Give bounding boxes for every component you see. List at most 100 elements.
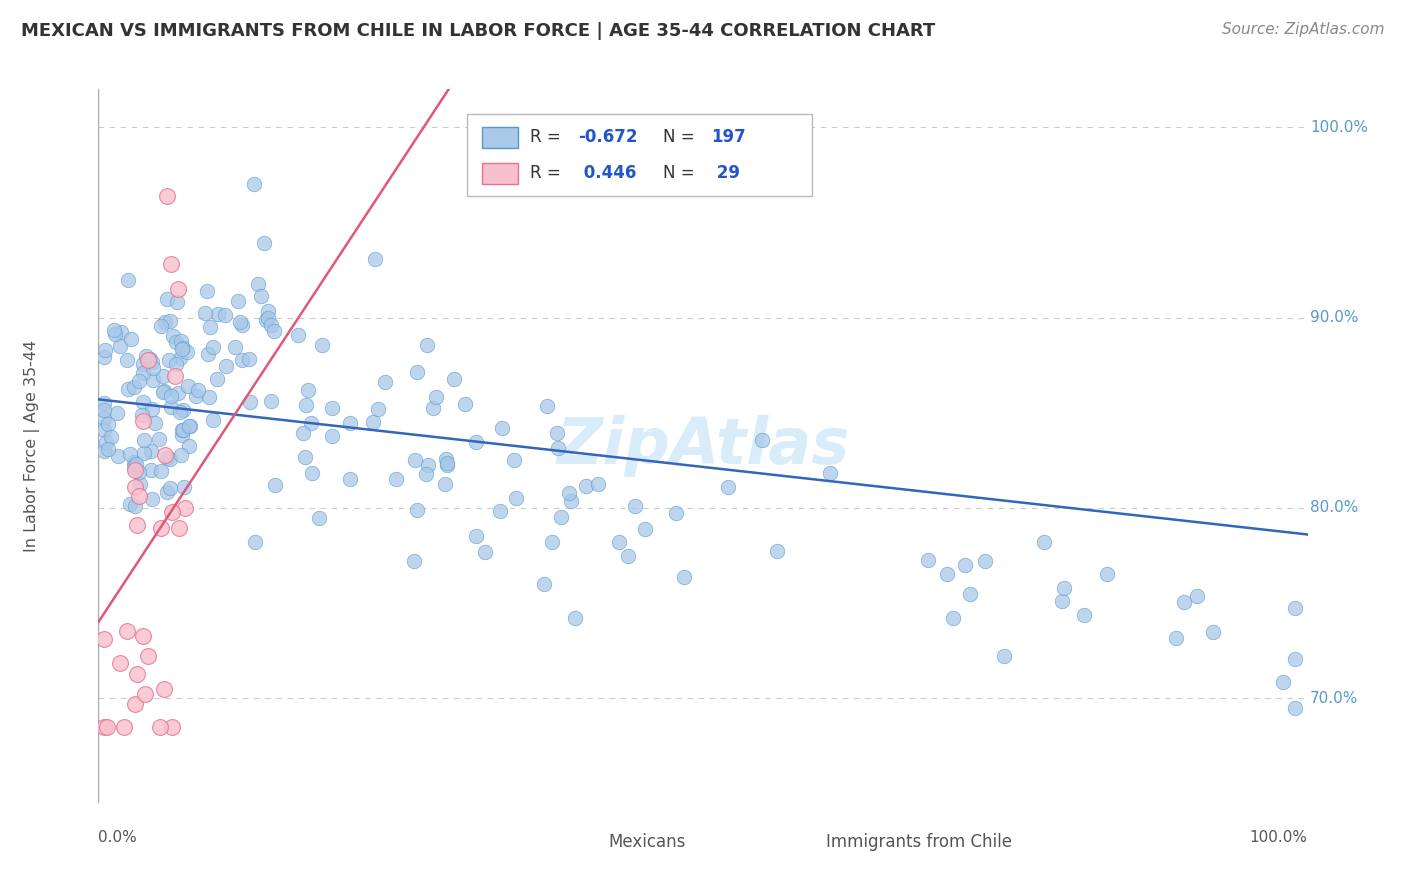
Point xyxy=(107,449,129,463)
Point xyxy=(257,311,280,326)
Point xyxy=(367,401,389,416)
Text: 70.0%: 70.0% xyxy=(1310,690,1358,706)
Point xyxy=(159,314,181,328)
Point xyxy=(150,319,173,334)
Point xyxy=(115,624,138,638)
Text: Immigrants from Chile: Immigrants from Chile xyxy=(827,833,1012,851)
Point xyxy=(173,480,195,494)
Point xyxy=(201,413,224,427)
Point xyxy=(118,497,141,511)
Point xyxy=(297,383,319,397)
Point xyxy=(165,357,187,371)
Point xyxy=(197,284,219,298)
FancyBboxPatch shape xyxy=(558,833,600,855)
Point xyxy=(93,396,115,410)
Point xyxy=(364,252,387,266)
Point xyxy=(607,535,630,549)
Point xyxy=(550,510,572,524)
Point xyxy=(173,501,195,516)
Point xyxy=(150,464,173,478)
Point xyxy=(122,459,145,474)
Point xyxy=(406,503,429,517)
Point xyxy=(224,340,246,354)
Point xyxy=(132,366,155,380)
Point xyxy=(142,373,165,387)
FancyBboxPatch shape xyxy=(482,127,517,148)
Point xyxy=(1032,534,1054,549)
Point xyxy=(131,408,153,422)
FancyBboxPatch shape xyxy=(467,114,811,196)
Point xyxy=(159,258,181,272)
Point xyxy=(474,545,496,559)
Point xyxy=(751,433,773,447)
Point xyxy=(153,681,176,696)
Point xyxy=(959,587,981,601)
Point xyxy=(156,292,179,306)
FancyBboxPatch shape xyxy=(482,162,517,184)
Point xyxy=(135,349,157,363)
Point xyxy=(231,318,253,332)
Text: 0.0%: 0.0% xyxy=(98,830,138,845)
Point xyxy=(172,342,194,356)
Text: 197: 197 xyxy=(711,128,747,146)
Point xyxy=(263,324,285,338)
Point xyxy=(93,444,115,458)
Point xyxy=(152,384,174,399)
Point xyxy=(159,481,181,495)
Point xyxy=(634,522,657,536)
Point xyxy=(488,504,510,518)
Point xyxy=(264,478,287,492)
Point xyxy=(142,360,165,375)
Point xyxy=(170,448,193,462)
Point xyxy=(673,570,696,584)
Point xyxy=(502,453,524,467)
Point xyxy=(128,490,150,504)
Point xyxy=(120,446,142,460)
Point xyxy=(169,405,191,419)
Point xyxy=(170,423,193,437)
Point xyxy=(1284,601,1306,615)
Point xyxy=(134,687,156,701)
Point xyxy=(136,648,159,663)
Point xyxy=(157,352,180,367)
Text: Source: ZipAtlas.com: Source: ZipAtlas.com xyxy=(1222,22,1385,37)
Point xyxy=(153,315,176,329)
Point xyxy=(159,452,181,467)
Point xyxy=(404,554,426,568)
Point xyxy=(124,480,146,494)
Point xyxy=(228,315,250,329)
Point xyxy=(238,352,260,367)
Point xyxy=(422,401,444,415)
Point xyxy=(160,400,183,414)
Point xyxy=(96,417,118,431)
Point xyxy=(294,398,316,412)
Point xyxy=(127,666,149,681)
Point xyxy=(955,558,977,573)
Point xyxy=(156,485,179,500)
Point xyxy=(103,323,125,337)
Point xyxy=(292,425,315,440)
Point xyxy=(416,338,439,352)
Point xyxy=(993,649,1015,664)
Point xyxy=(385,472,408,486)
Point xyxy=(172,428,194,442)
Point xyxy=(415,467,437,481)
Point xyxy=(253,235,276,250)
Point xyxy=(207,307,229,321)
Point xyxy=(179,418,201,433)
Point xyxy=(166,295,188,310)
Point xyxy=(110,326,132,340)
Point xyxy=(139,463,162,477)
Point xyxy=(374,375,396,389)
Point xyxy=(287,328,309,343)
Point xyxy=(132,629,155,643)
Text: N =: N = xyxy=(664,128,700,146)
Point xyxy=(136,353,159,368)
Point xyxy=(93,720,115,734)
Text: 100.0%: 100.0% xyxy=(1310,120,1368,135)
Point xyxy=(202,340,225,354)
Point xyxy=(124,380,146,394)
Point xyxy=(167,521,190,535)
Point xyxy=(172,342,194,356)
Text: 29: 29 xyxy=(711,164,741,182)
